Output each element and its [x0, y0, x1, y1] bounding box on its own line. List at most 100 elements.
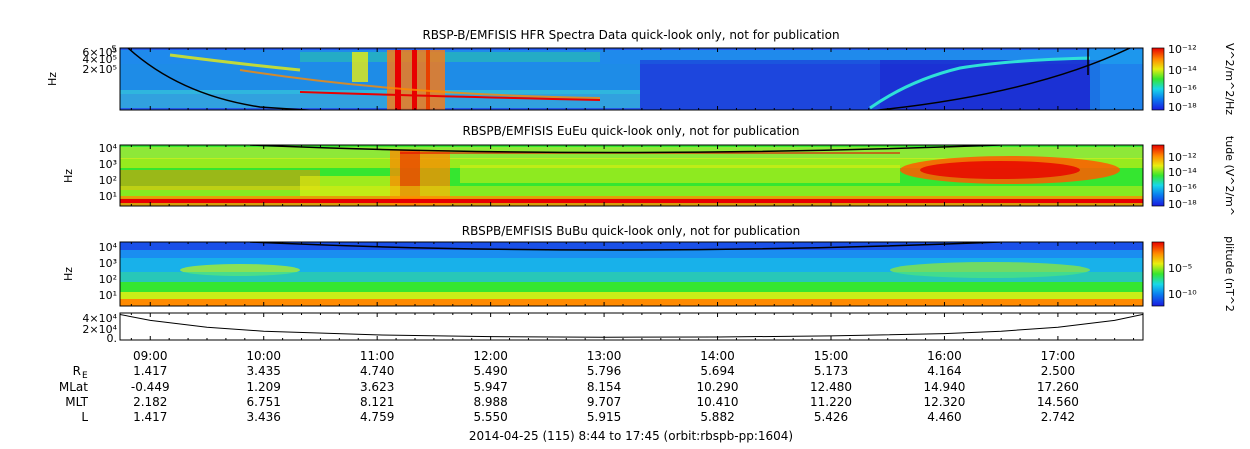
time-label: 10:00: [246, 349, 281, 363]
time-axis: 09:00 10:00 11:00 12:00 13:00 14:00 15:00 16:00…: [133, 349, 1075, 363]
y-axis-label: Hz: [46, 72, 59, 86]
ephemeris-value: 1.417: [133, 410, 167, 424]
colorbar-label: V^2/m^2/Hz: [1223, 43, 1236, 115]
ephemeris-value: 3.435: [247, 364, 281, 378]
ephemeris-value: 8.988: [473, 395, 507, 409]
ephemeris-value: 4.740: [360, 364, 394, 378]
colorbar-tick: 10⁻¹⁸: [1168, 198, 1197, 211]
colorbar-tick: 10⁻¹⁰: [1168, 288, 1197, 301]
time-label: 11:00: [360, 349, 395, 363]
ephemeris-value: 17.260: [1037, 380, 1079, 394]
ephemeris-value: 5.490: [473, 364, 507, 378]
y-tick-label: 10³: [99, 158, 117, 171]
ephemeris-value: 4.759: [360, 410, 394, 424]
ephemeris-value: 12.480: [810, 380, 852, 394]
spectrogram-bubu: [120, 242, 1143, 306]
panel-title: RBSPB/EMFISIS EuEu quick-look only, not …: [462, 124, 799, 138]
colorbar: [1151, 47, 1165, 111]
colorbar-tick: 10⁻¹⁶: [1168, 83, 1197, 96]
ephemeris-value: 1.417: [133, 364, 167, 378]
y-tick-label: 4×10⁴: [82, 312, 117, 325]
footer-caption: 2014-04-25 (115) 8:44 to 17:45 (orbit:rb…: [469, 429, 793, 443]
y-tick-label: 6×10⁵: [82, 46, 117, 59]
plot-frame: [119, 144, 1144, 207]
ephemeris-value: 10.410: [697, 395, 739, 409]
ephemeris-row-label: L: [81, 410, 88, 424]
time-label: 12:00: [473, 349, 508, 363]
ephemeris-value: 4.164: [927, 364, 961, 378]
plot-frame: [119, 47, 1144, 111]
y-tick-label: 10⁴: [99, 142, 118, 155]
y-tick-label: 2×10⁴: [82, 323, 117, 336]
ephemeris-value: 5.796: [587, 364, 621, 378]
ephemeris-value: 3.436: [247, 410, 281, 424]
y-axis-label: Hz: [62, 267, 75, 281]
ephemeris-value: 5.550: [473, 410, 507, 424]
ephemeris-row-label: MLat: [59, 380, 88, 394]
time-label: 17:00: [1041, 349, 1076, 363]
ephemeris-values: 1.417 3.435 4.740 5.490 5.796 5.694 5.173 4.164…: [131, 364, 1079, 424]
colorbar-tick: 10⁻¹⁴: [1168, 64, 1197, 77]
line-series: [120, 313, 1143, 338]
ephemeris-value: 8.121: [360, 395, 394, 409]
ephemeris-value: 9.707: [587, 395, 621, 409]
ephemeris-value: 14.560: [1037, 395, 1079, 409]
ephemeris-value: 4.460: [927, 410, 961, 424]
ephemeris-value: 8.154: [587, 380, 621, 394]
ephemeris-value: -0.449: [131, 380, 170, 394]
time-ticks: [130, 48, 1135, 340]
colorbar-tick: 10⁻¹²: [1168, 151, 1197, 164]
ephemeris-value: 5.694: [700, 364, 734, 378]
y-tick-label: 4×10⁵: [82, 53, 117, 66]
colorbar: [1151, 241, 1165, 307]
ephemeris-value: 2.500: [1041, 364, 1075, 378]
time-label: 14:00: [700, 349, 735, 363]
ephemeris-row-subscript: E: [82, 371, 88, 381]
ephemeris-value: 5.947: [473, 380, 507, 394]
colorbar: [1151, 144, 1165, 207]
spectrogram-hfr: [120, 48, 1143, 110]
time-label: 13:00: [587, 349, 622, 363]
colorbar-label: tude (V^2/m^: [1223, 136, 1236, 216]
time-label: 15:00: [814, 349, 849, 363]
colorbar-label: plitude (nT^2: [1223, 236, 1236, 312]
time-label: 16:00: [927, 349, 962, 363]
y-top-marker: 5: [111, 45, 117, 55]
ephemeris-value: 6.751: [247, 395, 281, 409]
ephemeris-value: 2.182: [133, 395, 167, 409]
ephemeris-value: 12.320: [923, 395, 965, 409]
ephemeris-value: 10.290: [697, 380, 739, 394]
ephemeris-value: 3.623: [360, 380, 394, 394]
panel-title: RBSPB/EMFISIS BuBu quick-look only, not …: [462, 224, 800, 238]
ephemeris-value: 2.742: [1041, 410, 1075, 424]
colorbar-tick: 10⁻¹²: [1168, 43, 1197, 56]
y-tick-label: 10³: [99, 257, 117, 270]
colorbar-tick: 10⁻⁵: [1168, 262, 1192, 275]
ephemeris-value: 5.915: [587, 410, 621, 424]
y-tick-label: 10²: [99, 174, 117, 187]
plot-frame: [119, 312, 1144, 341]
colorbar-tick: 10⁻¹⁴: [1168, 166, 1197, 179]
panel-title: RBSP-B/EMFISIS HFR Spectra Data quick-lo…: [422, 28, 839, 42]
plot-frame: [119, 241, 1144, 307]
spectrogram-eueu: [120, 145, 1143, 206]
y-tick-label: 0.: [107, 332, 118, 345]
ephemeris-value: 5.173: [814, 364, 848, 378]
y-tick-label: 10¹: [99, 190, 117, 203]
y-tick-label: 10¹: [99, 289, 117, 302]
time-label: 09:00: [133, 349, 168, 363]
y-tick-label: 10⁴: [99, 241, 118, 254]
ephemeris-value: 1.209: [247, 380, 281, 394]
y-tick-label: 10²: [99, 273, 117, 286]
ephemeris-value: 5.882: [700, 410, 734, 424]
ephemeris-value: 14.940: [923, 380, 965, 394]
ephemeris-value: 11.220: [810, 395, 852, 409]
ephemeris-row-label: R: [73, 364, 81, 378]
y-tick-label: 2×10⁵: [82, 63, 117, 76]
y-axis-label: Hz: [62, 169, 75, 183]
ephemeris-value: 5.426: [814, 410, 848, 424]
colorbar-tick: 10⁻¹⁸: [1168, 101, 1197, 114]
ephemeris-row-labels: R E MLat MLT L: [59, 364, 89, 424]
ephemeris-row-label: MLT: [65, 395, 88, 409]
